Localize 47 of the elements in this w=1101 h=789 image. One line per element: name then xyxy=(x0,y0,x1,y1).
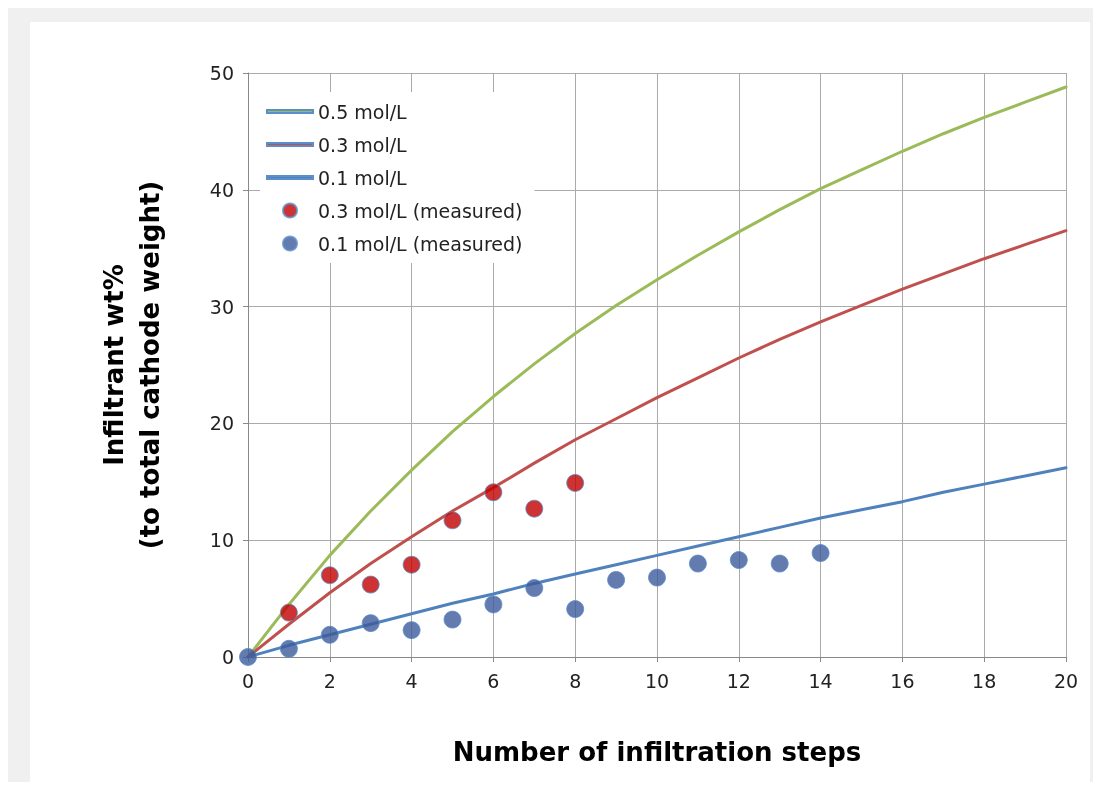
point xyxy=(770,554,789,573)
point xyxy=(566,473,585,492)
y-tick-label: 0 xyxy=(221,646,234,668)
y-tick-label: 40 xyxy=(209,178,234,201)
point xyxy=(320,566,339,585)
point xyxy=(402,555,421,574)
point xyxy=(484,595,503,614)
y-tick-label: 20 xyxy=(209,412,234,435)
point xyxy=(648,568,666,587)
point xyxy=(361,575,380,594)
y-tick-label: 30 xyxy=(209,295,234,318)
x-tick-label: 10 xyxy=(644,669,670,692)
point xyxy=(729,551,748,570)
y-axis-title: Infiltrant wt% (to total cathode weight) xyxy=(99,180,165,550)
x-tick-label: 16 xyxy=(890,669,915,692)
point xyxy=(402,621,421,640)
point xyxy=(279,639,298,658)
x-tick-label: 2 xyxy=(323,669,336,692)
y-tick-label: 10 xyxy=(209,529,234,552)
legend-label: 0.1 mol/L xyxy=(318,166,408,189)
point xyxy=(443,610,462,629)
legend-label: 0.3 mol/L (measured) xyxy=(318,199,523,222)
x-tick-label: 20 xyxy=(1053,669,1079,692)
point xyxy=(320,625,339,644)
point xyxy=(279,603,298,622)
x-tick-label: 18 xyxy=(972,669,997,692)
point xyxy=(688,554,707,573)
legend-label: 0.1 mol/L (measured) xyxy=(318,232,523,255)
x-tick-label: 4 xyxy=(405,669,418,692)
x-tick-label: 0 xyxy=(241,669,255,692)
point xyxy=(239,648,257,666)
point xyxy=(443,511,462,530)
legend-label: 0.5 mol/L xyxy=(318,100,408,123)
x-axis-title: Number of infiltration steps xyxy=(452,737,862,767)
x-tick-label: 14 xyxy=(808,669,833,692)
point xyxy=(484,483,503,502)
legend-label: 0.3 mol/L xyxy=(318,133,408,156)
point xyxy=(811,544,830,563)
point xyxy=(525,499,544,518)
point xyxy=(361,614,380,633)
point xyxy=(607,570,626,589)
x-tick-label: 8 xyxy=(569,669,582,692)
point xyxy=(566,600,585,619)
x-tick-label: 6 xyxy=(487,669,500,692)
x-tick-label: 12 xyxy=(726,669,751,692)
point xyxy=(525,579,544,598)
y-tick-label: 50 xyxy=(209,62,234,84)
